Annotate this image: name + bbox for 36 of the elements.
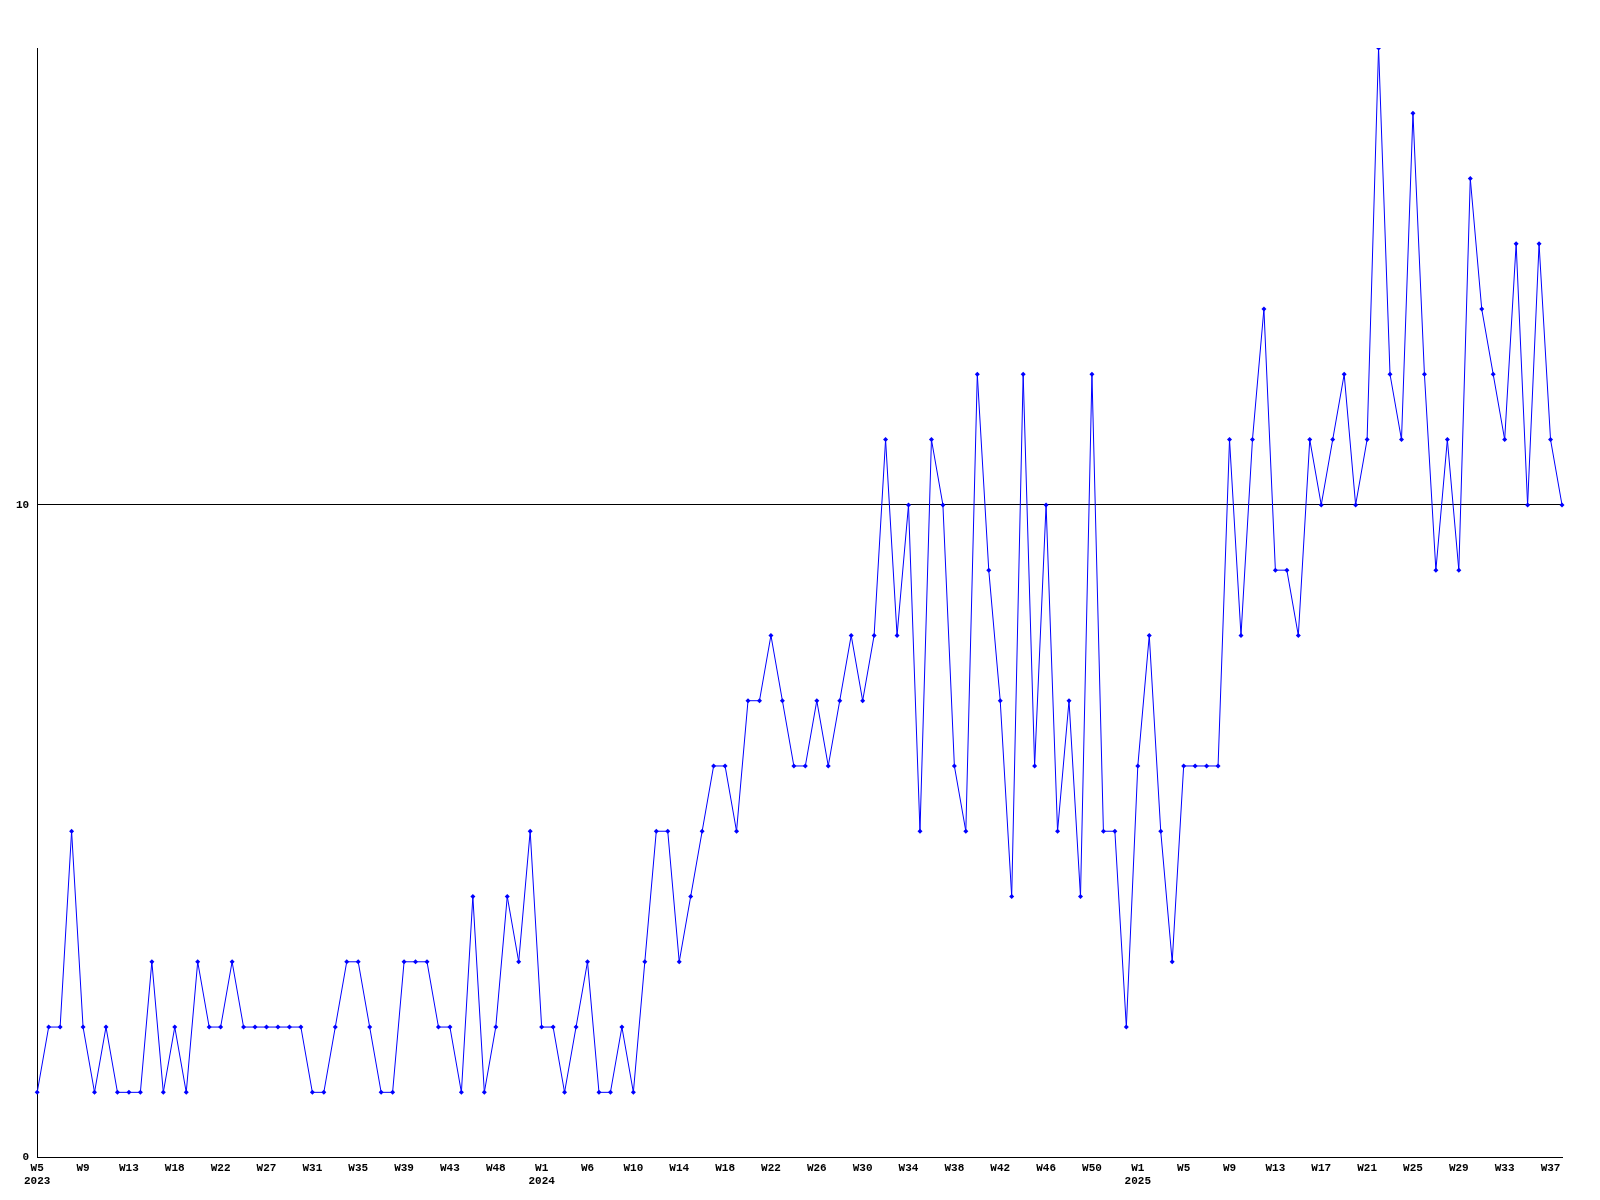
x-tick-label: W14 xyxy=(669,1161,690,1174)
x-tick-label: W31 xyxy=(302,1161,323,1174)
x-tick-label: W9 xyxy=(76,1161,90,1174)
x-tick-label: W1 2025 xyxy=(1124,1161,1152,1188)
x-tick-label: W48 xyxy=(485,1161,507,1174)
x-tick-label: W25 xyxy=(1403,1161,1424,1174)
x-tick-label: W35 xyxy=(348,1161,369,1174)
x-tick-label: W34 xyxy=(898,1161,919,1174)
x-tick-label: W46 xyxy=(1036,1161,1056,1174)
x-tick-label: W9 xyxy=(1222,1161,1237,1174)
x-tick-label: W29 xyxy=(1448,1161,1469,1174)
x-tick-label: W18 xyxy=(164,1161,186,1174)
x-tick-label: W5 xyxy=(1177,1161,1191,1174)
x-tick-label: W13 xyxy=(119,1161,140,1174)
x-tick-label: W22 xyxy=(210,1161,231,1174)
x-tick-label: W50 xyxy=(1082,1161,1102,1174)
x-tick-label: W1 2024 xyxy=(528,1161,556,1188)
x-tick-label: W42 xyxy=(990,1161,1011,1174)
x-tick-label: W26 xyxy=(806,1161,827,1174)
x-tick-label: W30 xyxy=(852,1161,873,1174)
x-tick-label: W38 xyxy=(944,1161,965,1174)
x-tick-label: W22 xyxy=(761,1161,781,1174)
x-tick-label: W39 xyxy=(394,1161,414,1174)
x-tick-label: W5 2023 xyxy=(24,1161,51,1188)
x-tick-label: W33 xyxy=(1494,1161,1515,1174)
x-tick-label: W13 xyxy=(1265,1161,1286,1174)
x-tick-label: W6 xyxy=(580,1161,595,1174)
y-tick-label: 10 xyxy=(16,498,30,511)
x-tick-label: W27 xyxy=(256,1161,277,1174)
x-tick-label: W37 xyxy=(1540,1161,1561,1174)
x-tick-label: W10 xyxy=(623,1161,644,1174)
x-tick-label: W17 xyxy=(1311,1161,1332,1174)
x-tick-label: W21 xyxy=(1357,1161,1378,1174)
y-tick-label: 0 xyxy=(22,1151,30,1164)
x-tick-label: W43 xyxy=(440,1161,461,1174)
x-tick-label: W18 xyxy=(715,1161,736,1174)
